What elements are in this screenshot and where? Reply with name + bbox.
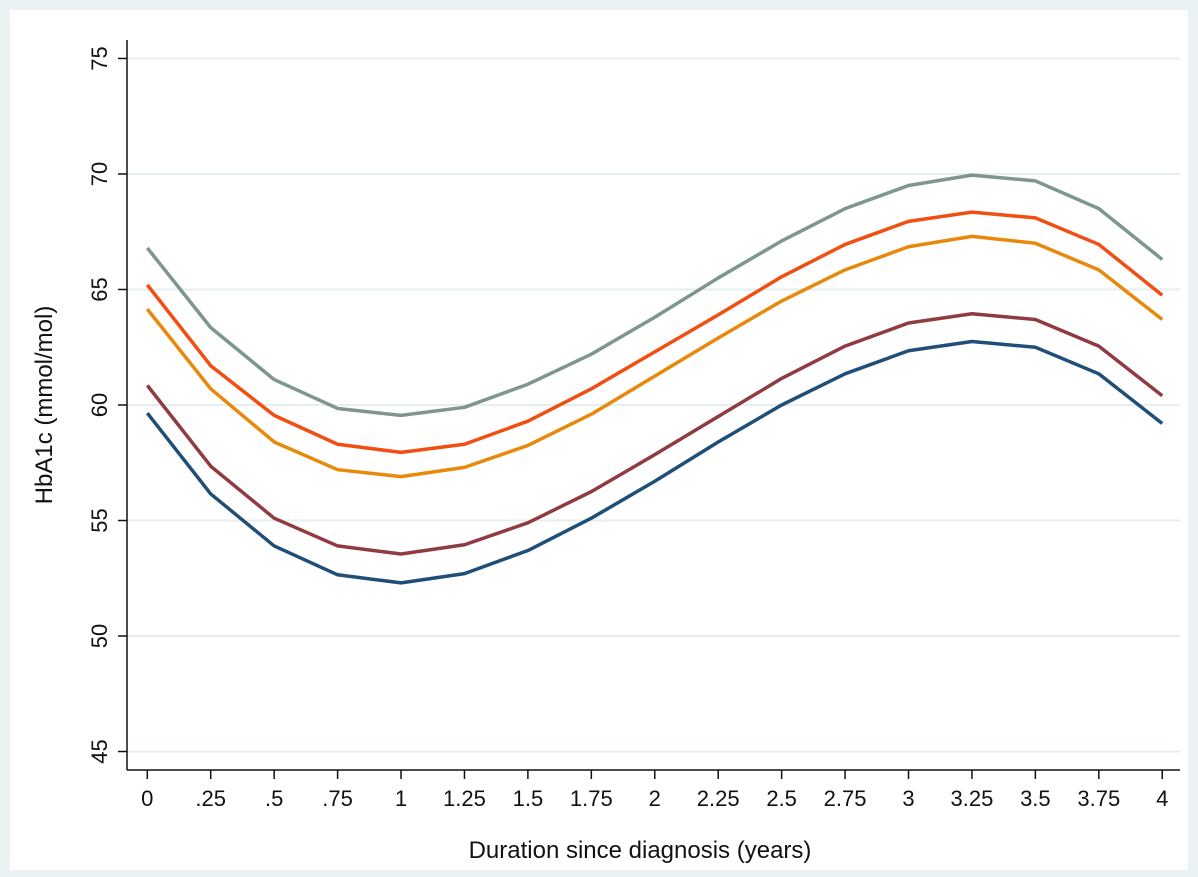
y-tick-label: 55 <box>87 508 112 532</box>
x-tick-label: 2.75 <box>824 786 867 811</box>
y-tick-label: 50 <box>87 624 112 648</box>
y-tick-label: 45 <box>87 739 112 763</box>
x-tick-label: 1 <box>395 786 407 811</box>
x-axis-label: Duration since diagnosis (years) <box>469 837 812 864</box>
x-tick-label: 1.25 <box>443 786 486 811</box>
y-axis-label: HbA1c (mmol/mol) <box>31 306 58 505</box>
x-tick-label: 3.75 <box>1077 786 1120 811</box>
y-tick-label: 60 <box>87 393 112 417</box>
x-tick-label: 2.25 <box>697 786 740 811</box>
series-line <box>145 210 1164 455</box>
y-tick-label: 70 <box>87 162 112 186</box>
series-line <box>145 312 1164 556</box>
x-tick-label: 0 <box>141 786 153 811</box>
x-tick-label: 2 <box>649 786 661 811</box>
x-tick-label: 1.75 <box>570 786 613 811</box>
x-tick-label: .5 <box>265 786 283 811</box>
x-tick-label: 3 <box>902 786 914 811</box>
series-line <box>145 173 1164 418</box>
x-tick-label: 1.5 <box>513 786 544 811</box>
x-tick-label: 4 <box>1156 786 1168 811</box>
x-tick-label: .25 <box>195 786 226 811</box>
series-line <box>145 339 1164 585</box>
x-tick-label: 3.5 <box>1020 786 1051 811</box>
x-tick-label: 3.25 <box>951 786 994 811</box>
series-line <box>145 234 1164 479</box>
y-tick-label: 65 <box>87 277 112 301</box>
plot-background <box>10 10 1188 870</box>
y-tick-label: 75 <box>87 46 112 70</box>
x-tick-label: .75 <box>322 786 353 811</box>
x-tick-label: 2.5 <box>766 786 797 811</box>
